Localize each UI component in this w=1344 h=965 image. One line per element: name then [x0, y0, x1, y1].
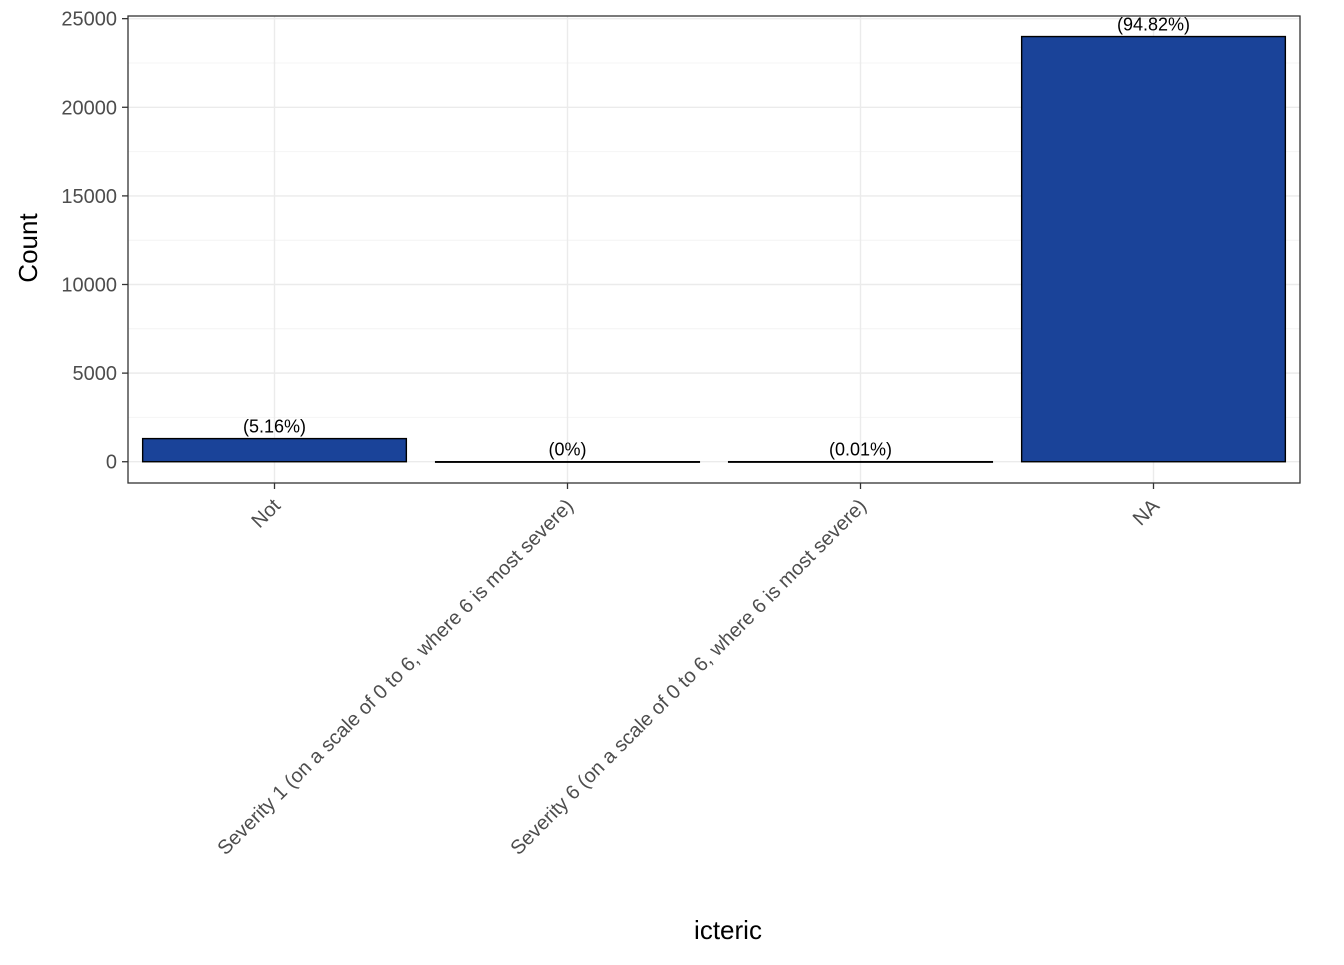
- data-label: (0%): [548, 440, 586, 460]
- bars: [141, 35, 1287, 463]
- data-labels: (5.16%) (0%) (0.01%) (94.82%): [243, 15, 1190, 460]
- data-label: (0.01%): [829, 440, 892, 460]
- bar: [1020, 35, 1287, 463]
- data-label: (94.82%): [1117, 15, 1190, 35]
- y-axis: 0 5000 10000 15000 20000 25000: [61, 9, 128, 474]
- y-tick-label: 15000: [61, 186, 117, 208]
- y-tick-label: 25000: [61, 9, 117, 31]
- panel-border: [127, 15, 1301, 484]
- x-tick-label: NA: [1129, 495, 1165, 531]
- y-tick-label: 5000: [73, 363, 118, 385]
- x-tick-label: Severity 1 (on a scale of 0 to 6, where …: [213, 495, 578, 860]
- x-tick-label: Not: [247, 495, 285, 533]
- bar: [141, 437, 408, 463]
- y-tick-label: 20000: [61, 97, 117, 119]
- bar: [434, 461, 701, 463]
- y-tick-label: 10000: [61, 275, 117, 297]
- y-axis-title: Count: [13, 213, 43, 283]
- bar: [727, 460, 994, 463]
- data-label: (5.16%): [243, 417, 306, 437]
- y-tick-label: 0: [106, 452, 117, 474]
- x-axis-title: icteric: [694, 915, 762, 945]
- x-tick-label: Severity 6 (on a scale of 0 to 6, where …: [506, 495, 871, 860]
